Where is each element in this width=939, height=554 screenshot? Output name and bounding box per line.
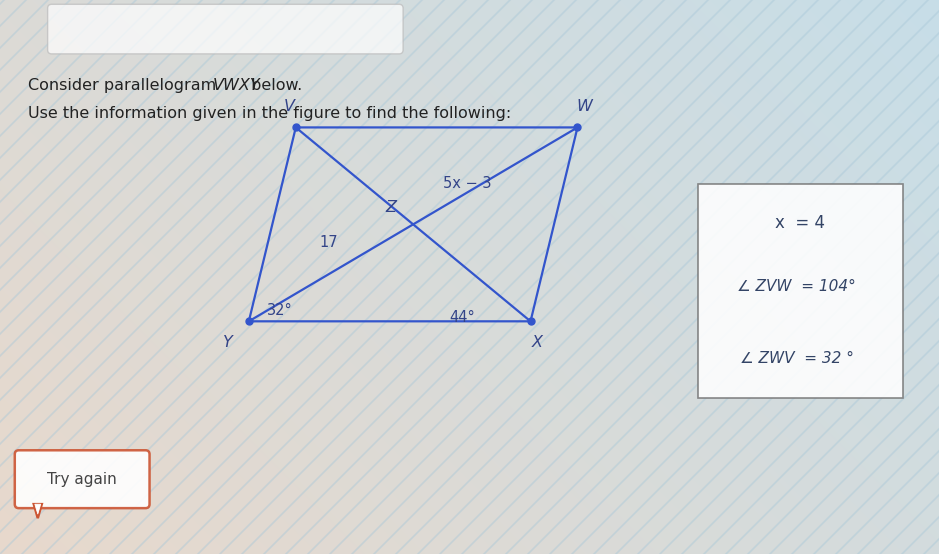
Text: 44°: 44°	[449, 310, 474, 326]
Polygon shape	[34, 504, 41, 518]
Text: V: V	[284, 99, 295, 114]
Text: 5x − 3: 5x − 3	[443, 176, 492, 192]
Text: Z: Z	[385, 200, 396, 216]
Text: below.: below.	[246, 78, 302, 94]
Text: Try again: Try again	[47, 471, 117, 487]
Text: Y: Y	[223, 335, 233, 350]
Text: ∠ ZWV  = 32 °: ∠ ZWV = 32 °	[740, 351, 854, 366]
Text: Use the information given in the figure to find the following:: Use the information given in the figure …	[28, 106, 512, 121]
Text: 17: 17	[319, 235, 338, 250]
FancyBboxPatch shape	[15, 450, 149, 508]
Text: x  = 4: x = 4	[776, 214, 825, 233]
FancyBboxPatch shape	[698, 183, 903, 398]
Text: Consider parallelogram: Consider parallelogram	[28, 78, 222, 94]
Text: W: W	[577, 99, 592, 114]
Text: ∠ ZVW  = 104°: ∠ ZVW = 104°	[737, 279, 855, 294]
Text: 32°: 32°	[267, 302, 292, 318]
FancyBboxPatch shape	[48, 4, 403, 54]
Text: VWXY: VWXY	[213, 78, 261, 94]
Polygon shape	[35, 504, 40, 514]
Text: X: X	[531, 335, 543, 350]
